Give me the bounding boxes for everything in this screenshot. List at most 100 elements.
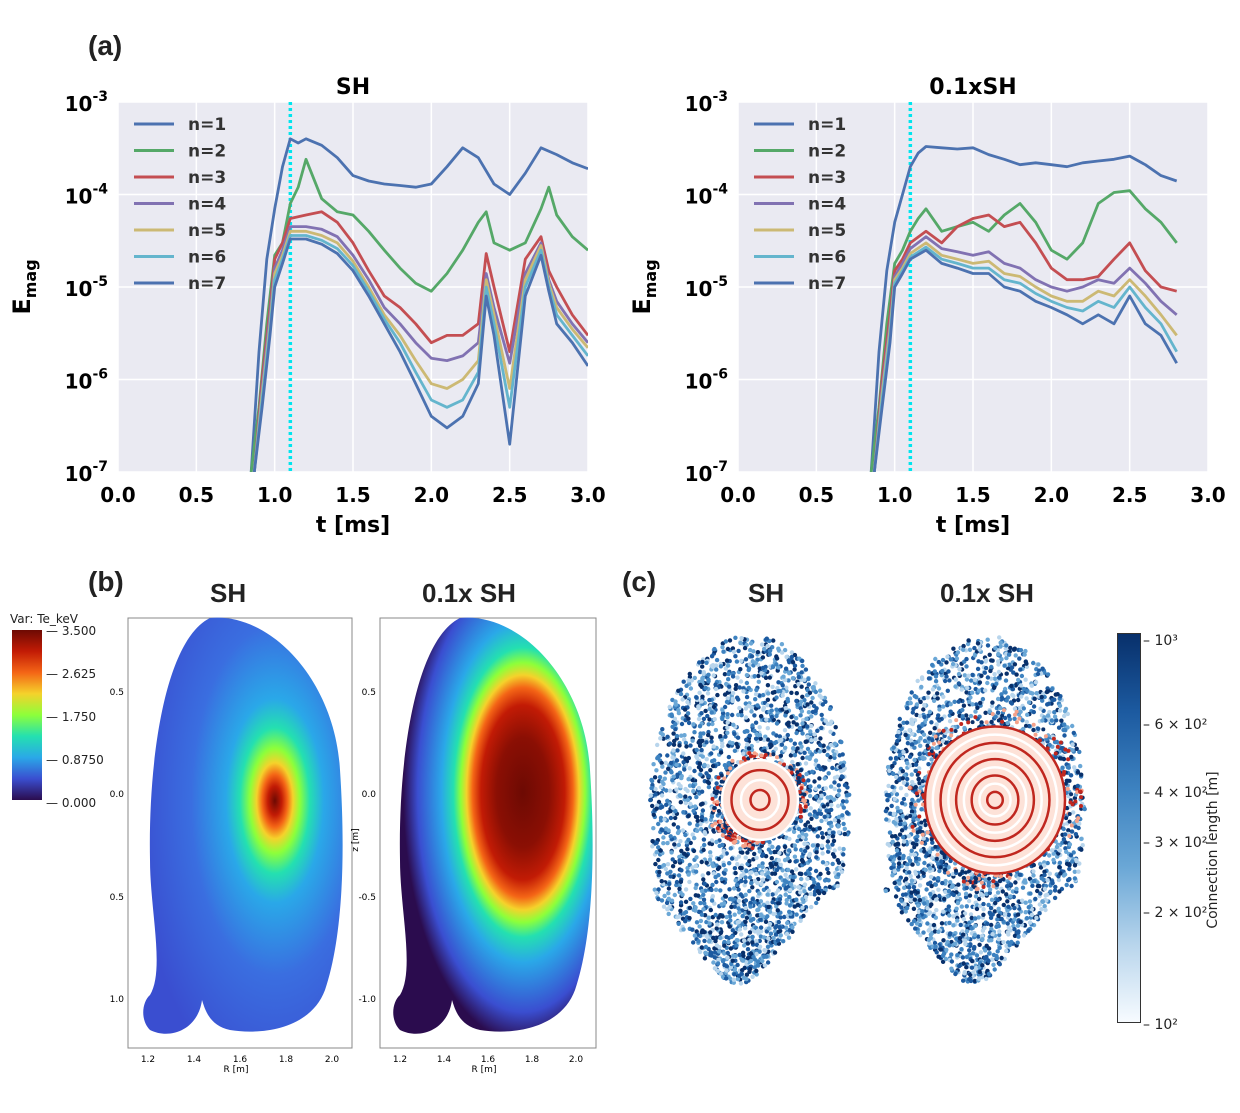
scatter-point: [1079, 772, 1084, 777]
scatter-point: [830, 834, 836, 839]
scatter-point: [709, 710, 714, 715]
scatter-point: [1071, 810, 1076, 815]
scatter-point: [747, 888, 752, 894]
scatter-point: [730, 674, 736, 679]
scatter-point: [765, 643, 770, 649]
scatter-point: [734, 938, 739, 943]
scatter-point: [741, 751, 746, 756]
scatter-point: [759, 881, 764, 886]
r-tick-label: 2.0: [325, 1055, 340, 1065]
scatter-point: [836, 823, 841, 829]
scatter-point: [813, 786, 818, 791]
scatter-point: [794, 867, 799, 872]
scatter-point: [727, 914, 733, 919]
scatter-point: [720, 833, 725, 838]
scatter-point: [895, 852, 900, 857]
scatter-point: [741, 756, 746, 761]
scatter-point: [673, 702, 679, 707]
scatter-point: [699, 789, 705, 794]
legend-label: n=7: [188, 274, 226, 294]
scatter-point: [1027, 899, 1033, 904]
scatter-point: [836, 818, 841, 824]
scatter-point: [778, 933, 783, 938]
scatter-point: [749, 880, 754, 886]
scatter-point: [776, 845, 781, 850]
scatter-point: [711, 863, 716, 869]
scatter-point: [737, 910, 742, 915]
scatter-point: [1002, 686, 1008, 692]
scatter-point: [884, 817, 889, 822]
scatter-point: [819, 725, 824, 731]
scatter-point: [823, 718, 828, 723]
scatter-point: [709, 739, 714, 744]
scatter-point: [663, 760, 668, 765]
scatter-point: [676, 842, 681, 848]
scatter-point: [997, 962, 1002, 967]
scatter-point: [1063, 846, 1068, 851]
scatter-point: [948, 709, 953, 714]
scatter-point: [913, 926, 918, 931]
scatter-point: [765, 900, 770, 905]
scatter-point: [1069, 829, 1075, 834]
scatter-point: [713, 821, 718, 826]
scatter-point: [931, 922, 937, 928]
scatter-point: [685, 699, 690, 705]
scatter-point: [749, 709, 754, 714]
scatter-point: [773, 932, 779, 937]
scatter-point: [747, 930, 753, 935]
legend-label: n=5: [808, 221, 846, 241]
scatter-point: [1023, 910, 1028, 915]
scatter-point: [670, 857, 675, 862]
scatter-point: [719, 773, 724, 778]
scatter-point: [709, 735, 714, 740]
scatter-point: [1042, 863, 1047, 868]
scatter-point: [817, 876, 822, 881]
series-line-n=1: [249, 137, 588, 472]
scatter-point: [783, 872, 788, 877]
scatter-point: [765, 726, 770, 731]
scatter-point: [744, 868, 749, 874]
scatter-point: [1035, 888, 1040, 894]
scatter-point: [972, 645, 977, 651]
scatter-point: [783, 745, 788, 750]
scatter-point: [794, 698, 799, 704]
scatter-point: [794, 722, 799, 727]
scatter-point: [805, 724, 810, 729]
scatter-point: [818, 766, 823, 772]
scatter-point: [798, 699, 804, 704]
scatter-point: [755, 703, 760, 708]
scatter-point: [956, 882, 961, 887]
scatter-point: [754, 855, 759, 860]
scatter-point: [692, 768, 697, 774]
scatter-point: [685, 797, 691, 803]
scatter-point: [682, 767, 687, 772]
scatter-point: [826, 845, 831, 850]
scatter-point: [783, 666, 789, 671]
scatter-point: [671, 822, 676, 827]
scatter-point: [964, 713, 969, 718]
scatter-point: [710, 663, 716, 668]
scatter-point: [759, 642, 765, 647]
scatter-point: [770, 664, 776, 670]
scatter-point: [894, 792, 900, 797]
scatter-point: [794, 716, 799, 721]
legend-label: n=3: [808, 168, 846, 188]
scatter-point: [806, 710, 812, 715]
scatter-point: [669, 770, 674, 775]
scatter-point: [910, 779, 915, 785]
scatter-point: [728, 946, 734, 951]
scatter-point: [715, 961, 721, 966]
scatter-point: [720, 914, 725, 919]
scatter-point: [721, 958, 726, 963]
scatter-point: [1024, 696, 1029, 701]
scatter-point: [905, 706, 910, 711]
scatter-point: [954, 936, 959, 941]
y-axis-label: Emag: [8, 259, 40, 314]
scatter-point: [792, 741, 797, 746]
scatter-point: [1005, 720, 1010, 726]
scatter-point: [683, 899, 689, 904]
scatter-point: [722, 776, 727, 781]
scatter-point: [701, 892, 706, 897]
plasma-01sh-shape: [393, 617, 593, 1034]
scatter-point: [698, 669, 703, 675]
